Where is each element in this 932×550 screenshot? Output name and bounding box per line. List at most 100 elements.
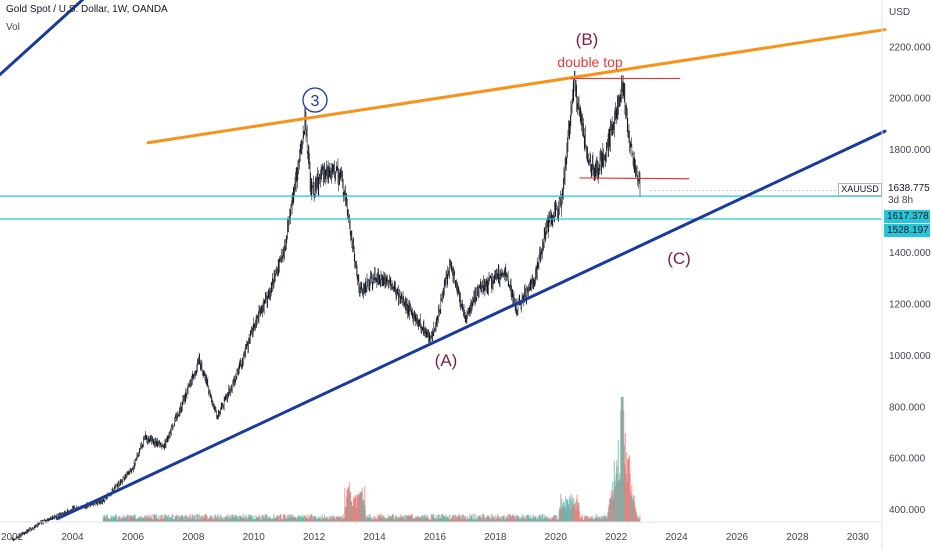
volume-bar-911 bbox=[540, 518, 542, 522]
volume-bar-420 bbox=[255, 514, 257, 522]
volume-bar-299 bbox=[184, 519, 187, 522]
volume-bar-731 bbox=[435, 519, 438, 522]
volume-bar-950 bbox=[563, 501, 565, 522]
volume-bar-789 bbox=[469, 518, 471, 522]
volume-bar-1013 bbox=[599, 519, 602, 522]
volume-bar-188 bbox=[120, 518, 122, 522]
volume-bar-811 bbox=[482, 514, 484, 522]
volume-bar-457 bbox=[276, 515, 279, 522]
volume-bar-850 bbox=[505, 519, 507, 522]
volume-bar-360 bbox=[220, 516, 222, 522]
volume-bar-625 bbox=[374, 516, 376, 522]
volume-bar-453 bbox=[274, 517, 276, 522]
volume-bar-1018 bbox=[602, 519, 605, 522]
volume-bar-729 bbox=[434, 517, 437, 522]
volume-bar-300 bbox=[185, 514, 187, 522]
volume-bar-764 bbox=[455, 515, 457, 522]
volume-bar-208 bbox=[132, 517, 134, 522]
volume-bar-1026 bbox=[607, 511, 609, 522]
volume-bar-747 bbox=[445, 514, 447, 522]
volume-bar-989 bbox=[585, 516, 588, 522]
volume-bar-535 bbox=[322, 517, 324, 522]
volume-bar-771 bbox=[459, 515, 461, 522]
volume-bar-592 bbox=[355, 494, 357, 522]
volume-bar-844 bbox=[501, 519, 503, 522]
volume-bar-554 bbox=[333, 517, 335, 522]
volume-bar-217 bbox=[137, 516, 139, 522]
volume-bar-940 bbox=[557, 519, 559, 522]
volume-bar-463 bbox=[280, 514, 282, 522]
volume-bar-633 bbox=[378, 514, 381, 522]
volume-bar-1051 bbox=[621, 397, 624, 522]
volume-bar-619 bbox=[370, 517, 373, 522]
volume-bar-307 bbox=[189, 516, 192, 522]
volume-bar-887 bbox=[526, 515, 528, 522]
volume-bar-833 bbox=[495, 519, 497, 522]
volume-bar-1045 bbox=[618, 481, 620, 522]
volume-bar-955 bbox=[566, 499, 568, 522]
volume-bar-798 bbox=[474, 514, 477, 522]
price-axis-currency: USD bbox=[889, 7, 910, 18]
volume-bar-288 bbox=[178, 519, 180, 522]
volume-bar-1004 bbox=[594, 518, 596, 522]
volume-bar-993 bbox=[588, 518, 590, 522]
volume-bar-277 bbox=[172, 514, 174, 522]
volume-bar-939 bbox=[556, 519, 559, 522]
symbol-tag[interactable]: XAUUSD bbox=[838, 183, 882, 196]
volume-bar-671 bbox=[401, 517, 403, 522]
volume-bar-786 bbox=[467, 519, 470, 522]
volume-bar-775 bbox=[461, 515, 463, 522]
volume-bar-182 bbox=[117, 519, 119, 522]
volume-bar-873 bbox=[518, 517, 520, 522]
volume-bar-1027 bbox=[607, 507, 610, 522]
volume-bar-924 bbox=[548, 519, 550, 522]
volume-bar-655 bbox=[391, 514, 394, 522]
volume-bar-366 bbox=[223, 516, 226, 522]
volume-bar-250 bbox=[156, 518, 158, 522]
volume-bar-854 bbox=[507, 514, 509, 522]
volume-bar-636 bbox=[380, 514, 383, 522]
volume-bar-430 bbox=[261, 519, 263, 522]
volume-bar-626 bbox=[374, 518, 377, 522]
volume-bar-539 bbox=[324, 516, 326, 522]
volume-bar-432 bbox=[262, 514, 264, 522]
volume-bar-874 bbox=[518, 518, 521, 522]
volume-bar-967 bbox=[572, 498, 575, 522]
volume-bar-189 bbox=[121, 517, 123, 522]
volume-bar-1035 bbox=[612, 498, 614, 522]
volume-bar-758 bbox=[451, 515, 453, 522]
volume-bar-593 bbox=[355, 507, 358, 522]
time-axis[interactable]: 2002 2004 2006 2008 2010 2012 2014 2016 2018 2020… bbox=[1, 532, 869, 543]
volume-bar-418 bbox=[254, 518, 256, 522]
volume-bar-450 bbox=[272, 519, 275, 522]
volume-bar-624 bbox=[373, 519, 376, 522]
volume-bar-212 bbox=[134, 514, 136, 522]
volume-bar-558 bbox=[335, 517, 337, 522]
volume-bar-472 bbox=[285, 518, 287, 522]
volume-bar-664 bbox=[396, 516, 399, 522]
volume-bar-930 bbox=[551, 516, 553, 522]
volume-bar-753 bbox=[448, 519, 451, 522]
volume-bar-327 bbox=[201, 517, 203, 522]
volume-bar-456 bbox=[276, 515, 278, 522]
volume-bar-831 bbox=[493, 519, 496, 522]
volume-bar-356 bbox=[218, 519, 220, 522]
volume-bar-186 bbox=[119, 519, 121, 522]
volume-bar-638 bbox=[381, 517, 384, 522]
volume-bar-471 bbox=[284, 519, 287, 522]
volume-bar-949 bbox=[562, 502, 564, 522]
volume-bar-800 bbox=[475, 519, 478, 522]
volume-bar-324 bbox=[199, 516, 201, 522]
price-axis[interactable]: USD 2200.000 2000.000 1800.000 1400.000 1200.… bbox=[889, 7, 931, 516]
volume-bar-755 bbox=[449, 519, 452, 522]
volume-bar-597 bbox=[358, 496, 360, 522]
volume-bar-728 bbox=[434, 518, 436, 522]
volume-bar-441 bbox=[267, 519, 269, 522]
volume-bar-834 bbox=[495, 516, 498, 522]
volume-bar-215 bbox=[136, 518, 138, 522]
volume-bar-580 bbox=[348, 486, 350, 522]
volume-bar-211 bbox=[133, 515, 136, 522]
volume-bar-915 bbox=[542, 519, 545, 522]
plot-background bbox=[0, 0, 882, 522]
